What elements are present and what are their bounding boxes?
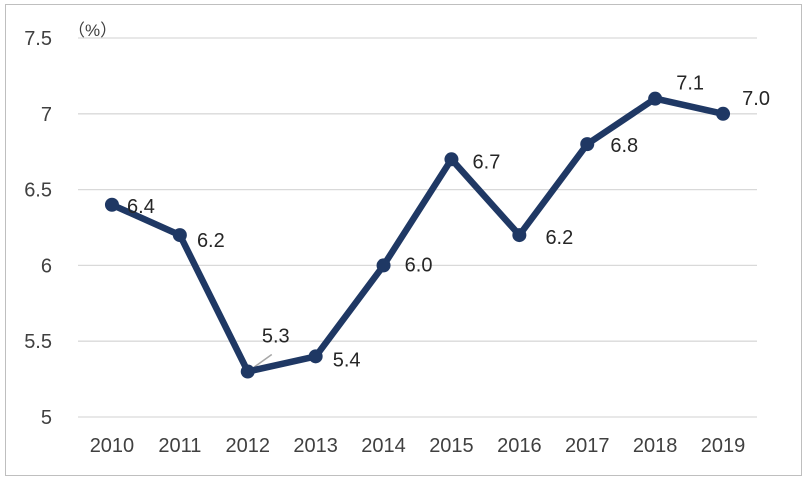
series-line <box>108 95 727 375</box>
data-point-marker <box>512 228 527 243</box>
data-label: 6.2 <box>545 227 573 249</box>
gridlines <box>78 37 757 418</box>
x-tick-label: 2016 <box>497 435 542 457</box>
data-label: 6.7 <box>473 151 501 173</box>
x-tick-label: 2012 <box>226 435 271 457</box>
x-tick-label: 2014 <box>361 435 406 457</box>
y-axis-tick-labels: 5 5.5 6 6.5 7 7.5 <box>24 28 52 429</box>
data-point-marker <box>240 364 255 379</box>
y-tick-label: 6.5 <box>24 180 52 202</box>
data-point-marker <box>580 137 595 152</box>
data-point-marker <box>308 349 323 364</box>
y-tick-label: 5 <box>41 407 52 429</box>
data-labels: 6.4 6.2 5.3 5.4 6.0 6.7 6.2 6.8 7.1 7.0 <box>127 73 770 372</box>
data-label: 6.8 <box>610 135 638 157</box>
data-point-marker <box>104 197 119 212</box>
y-tick-label: 7 <box>41 104 52 126</box>
x-tick-label: 2019 <box>701 435 746 457</box>
data-point-marker <box>716 106 731 121</box>
y-tick-label: 6 <box>41 255 52 277</box>
x-tick-label: 2015 <box>429 435 474 457</box>
y-tick-label: 7.5 <box>24 28 52 50</box>
data-point-marker <box>444 152 459 167</box>
x-tick-label: 2010 <box>90 435 135 457</box>
y-tick-label: 5.5 <box>24 331 52 353</box>
data-point-marker <box>172 228 187 243</box>
x-tick-label: 2011 <box>158 435 201 457</box>
x-tick-label: 2018 <box>633 435 678 457</box>
x-tick-label: 2017 <box>565 435 610 457</box>
data-label: 7.1 <box>676 73 704 95</box>
x-tick-label: 2013 <box>293 435 338 457</box>
data-label: 6.2 <box>197 230 225 252</box>
series-polyline <box>108 95 727 375</box>
data-markers <box>104 91 731 379</box>
data-label: 5.3 <box>262 326 290 348</box>
data-label: 5.4 <box>333 349 361 371</box>
data-label: 6.0 <box>405 254 433 276</box>
data-point-marker <box>648 91 663 106</box>
data-label: 6.4 <box>127 196 155 218</box>
x-axis-tick-labels: 2010 2011 2012 2013 2014 2015 2016 2017 2018 2019 <box>90 435 746 457</box>
data-point-marker <box>376 258 391 273</box>
y-axis-unit-label: （%） <box>68 21 117 40</box>
data-label: 7.0 <box>742 88 770 110</box>
